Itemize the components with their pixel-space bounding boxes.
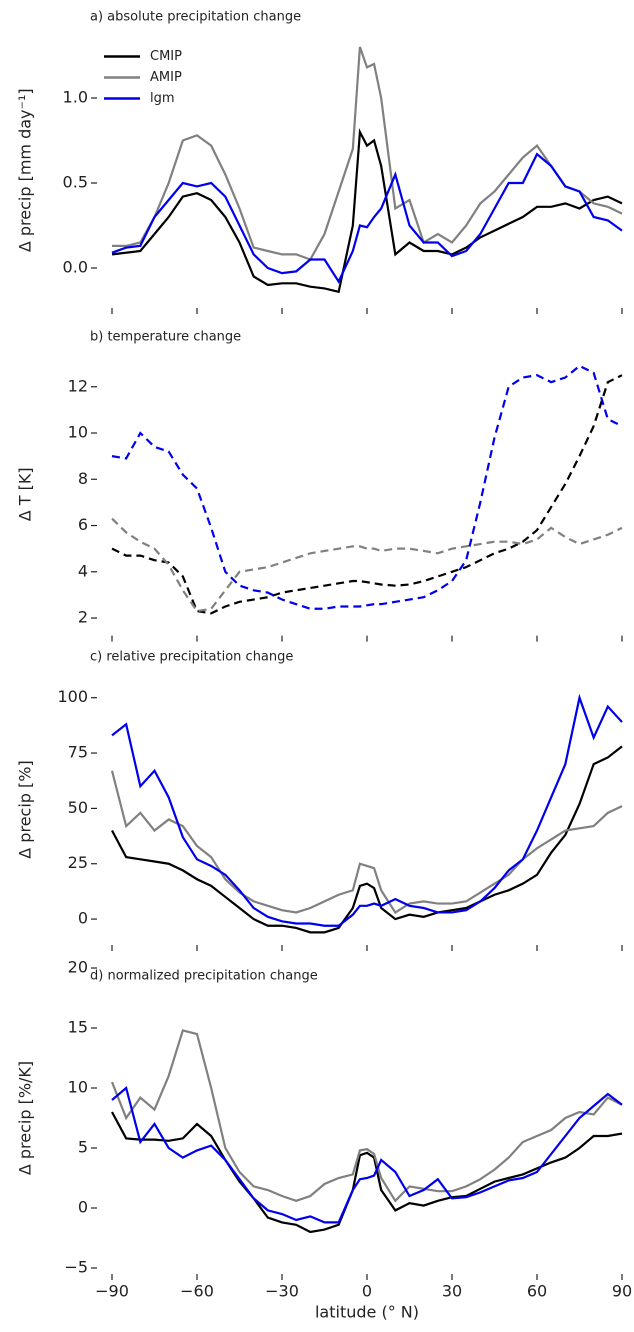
y-tick-label: 8	[78, 469, 88, 488]
y-tick-label: 1.0	[63, 88, 88, 107]
y-tick-label: −5	[64, 1258, 88, 1277]
y-axis-label: Δ precip [mm day⁻¹]	[16, 88, 35, 252]
y-tick-label: 20	[68, 958, 88, 977]
y-tick-label: 5	[78, 1138, 88, 1157]
x-tick-label: 0	[362, 1282, 372, 1301]
y-tick-label: 0.0	[63, 258, 88, 277]
legend-label: lgm	[150, 91, 175, 106]
data-line	[111, 1086, 623, 1224]
y-tick-label: 50	[68, 798, 88, 817]
y-axis-label: Δ precip [%]	[16, 760, 35, 858]
x-tick-label: −60	[180, 1282, 214, 1301]
data-line	[111, 152, 623, 284]
x-tick-label: −90	[95, 1282, 129, 1301]
data-line	[111, 128, 623, 294]
panel-title: d) normalized precipitation change	[90, 969, 318, 984]
data-line	[110, 770, 623, 914]
data-line	[110, 1029, 623, 1203]
y-tick-label: 0	[78, 1198, 88, 1217]
data-line	[111, 364, 623, 610]
y-tick-label: 10	[68, 423, 88, 442]
y-tick-label: 100	[57, 687, 88, 706]
data-line	[112, 46, 623, 261]
y-tick-label: 2	[78, 608, 88, 627]
y-axis-label: Δ precip [%/K]	[16, 1061, 35, 1175]
x-tick-label: 30	[442, 1282, 462, 1301]
data-line	[111, 693, 623, 927]
y-axis-label: Δ T [K]	[16, 467, 35, 521]
y-tick-label: 0.5	[63, 173, 88, 192]
legend-label: AMIP	[150, 70, 182, 85]
y-tick-label: 15	[68, 1018, 88, 1037]
panel-title: a) absolute precipitation change	[90, 10, 301, 25]
panel-title: b) temperature change	[90, 330, 241, 345]
y-tick-label: 6	[78, 515, 88, 534]
y-tick-label: 12	[68, 376, 88, 395]
y-tick-label: 4	[78, 561, 88, 580]
panel-title: c) relative precipitation change	[90, 650, 293, 665]
y-tick-label: 25	[68, 853, 88, 872]
legend-label: CMIP	[150, 49, 182, 64]
x-tick-label: 60	[527, 1282, 547, 1301]
data-line	[111, 374, 623, 615]
y-tick-label: 75	[68, 743, 88, 762]
x-axis-label: latitude (° N)	[315, 1303, 419, 1322]
data-line	[111, 1111, 623, 1234]
data-line	[111, 745, 623, 934]
x-tick-label: −30	[265, 1282, 299, 1301]
data-line	[111, 517, 623, 613]
y-tick-label: 10	[68, 1078, 88, 1097]
x-tick-label: 90	[612, 1282, 632, 1301]
y-tick-label: 0	[78, 909, 88, 928]
